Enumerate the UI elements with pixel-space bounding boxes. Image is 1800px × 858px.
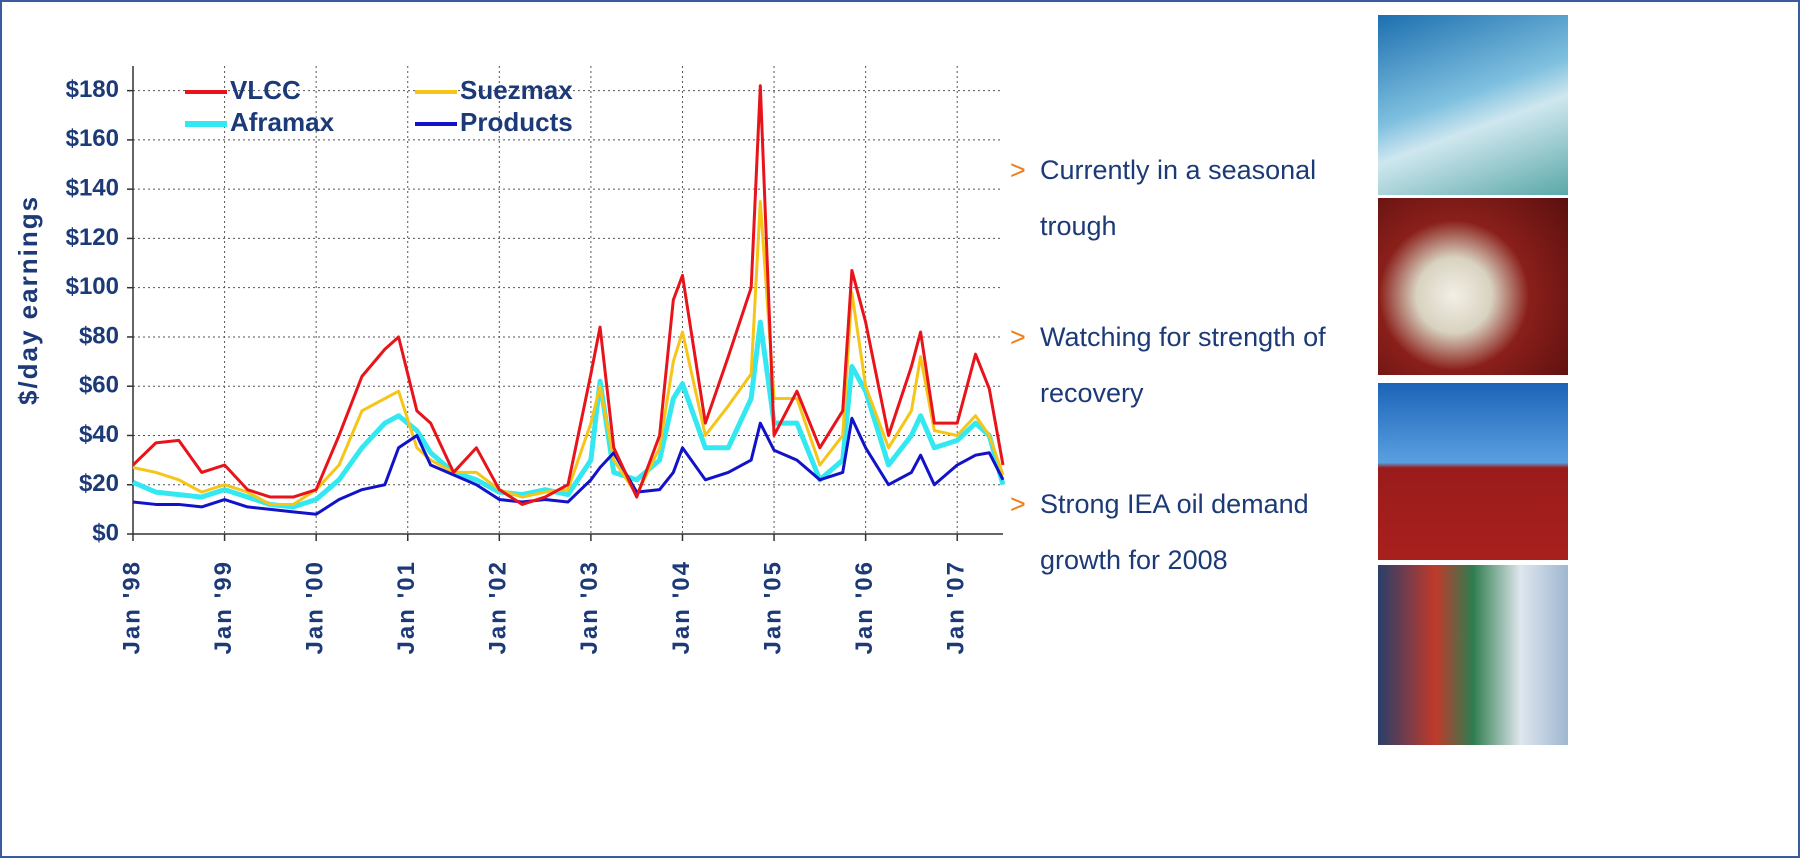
x-tick-label: Jan '02 — [485, 560, 512, 654]
bullet-marker: > — [1010, 142, 1040, 254]
x-tick-label: Jan '00 — [302, 560, 329, 654]
y-axis-label: $/day earnings — [13, 195, 43, 405]
legend-label: Aframax — [230, 107, 335, 137]
x-tick-label: Jan '03 — [576, 560, 603, 654]
bullet: >Currently in a seasonal trough — [1010, 142, 1370, 254]
x-tick-label: Jan '98 — [118, 560, 145, 654]
photo-containers — [1378, 565, 1568, 745]
bullet-text: Strong IEA oil demand growth for 2008 — [1040, 476, 1370, 588]
legend-label: Products — [460, 107, 573, 137]
x-tick-label: Jan '07 — [943, 560, 970, 654]
y-tick-label: $100 — [66, 273, 119, 300]
x-tick-label: Jan '04 — [668, 560, 695, 654]
x-tick-label: Jan '06 — [851, 560, 878, 654]
y-tick-label: $0 — [92, 519, 119, 546]
bullet-text: Watching for strength of recovery — [1040, 309, 1370, 421]
bullet: >Watching for strength of recovery — [1010, 309, 1370, 421]
y-tick-label: $120 — [66, 224, 119, 251]
y-tick-label: $80 — [79, 322, 119, 349]
y-tick-label: $140 — [66, 175, 119, 202]
legend-label: Suezmax — [460, 75, 573, 105]
x-tick-label: Jan '05 — [759, 560, 786, 654]
legend-label: VLCC — [230, 75, 301, 105]
bullet-marker: > — [1010, 309, 1040, 421]
x-tick-label: Jan '01 — [393, 560, 420, 654]
y-tick-label: $60 — [79, 372, 119, 399]
photo-propeller — [1378, 198, 1568, 375]
y-tick-label: $40 — [79, 421, 119, 448]
photo-tanker — [1378, 383, 1568, 560]
bullet-marker: > — [1010, 476, 1040, 588]
x-tick-label: Jan '99 — [210, 560, 237, 654]
photo-deck — [1378, 15, 1568, 195]
y-tick-label: $180 — [66, 76, 119, 103]
bullet: >Strong IEA oil demand growth for 2008 — [1010, 476, 1370, 588]
bullet-text: Currently in a seasonal trough — [1040, 142, 1370, 254]
y-tick-label: $20 — [79, 470, 119, 497]
page: $/day earnings $0 $20 $40 $60 $80 $100 $120 $14… — [0, 0, 1800, 858]
series-line — [133, 86, 1003, 505]
y-tick-label: $160 — [66, 125, 119, 152]
